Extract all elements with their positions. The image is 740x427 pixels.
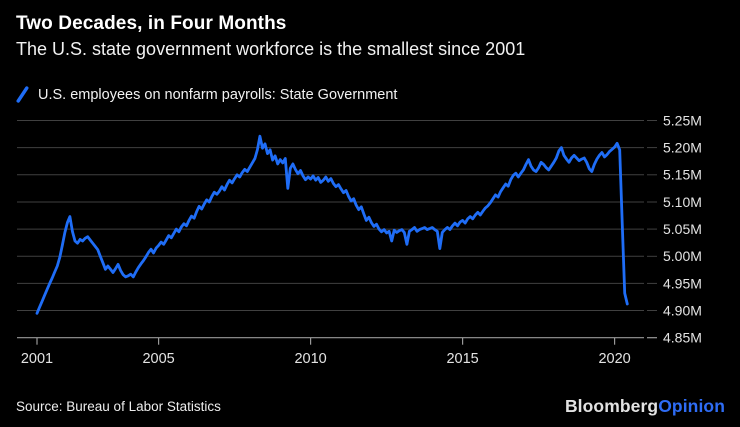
y-axis-label: 4.95M xyxy=(663,275,702,291)
series-line xyxy=(35,134,629,315)
x-axis-label: 2001 xyxy=(21,351,53,367)
chart-title: Two Decades, in Four Months xyxy=(16,13,287,34)
y-axis-label: 4.85M xyxy=(663,330,702,346)
source-note: Source: Bureau of Labor Statistics xyxy=(16,399,221,414)
logo-bloomberg: Bloomberg xyxy=(564,396,659,416)
x-axis-label: 2015 xyxy=(446,351,478,367)
bloomberg-opinion-logo: BloombergOpinion xyxy=(565,396,725,417)
y-axis-label: 5.00M xyxy=(663,248,702,264)
y-axis-label: 4.90M xyxy=(663,302,702,318)
y-axis-label: 5.10M xyxy=(663,194,702,210)
y-axis-label: 5.25M xyxy=(663,112,702,128)
x-axis-label: 2020 xyxy=(598,351,630,367)
x-axis-label: 2005 xyxy=(142,351,174,367)
y-axis-label: 5.15M xyxy=(663,167,702,183)
logo-opinion: Opinion xyxy=(658,396,725,416)
chart-subtitle: The U.S. state government workforce is t… xyxy=(16,39,526,59)
y-axis-label: 5.20M xyxy=(663,140,702,156)
legend-label: U.S. employees on nonfarm payrolls: Stat… xyxy=(38,86,398,103)
series-slash-icon xyxy=(16,86,29,103)
y-axis-label: 5.05M xyxy=(663,221,702,237)
legend: U.S. employees on nonfarm payrolls: Stat… xyxy=(15,86,397,103)
x-axis-label: 2010 xyxy=(294,351,326,367)
